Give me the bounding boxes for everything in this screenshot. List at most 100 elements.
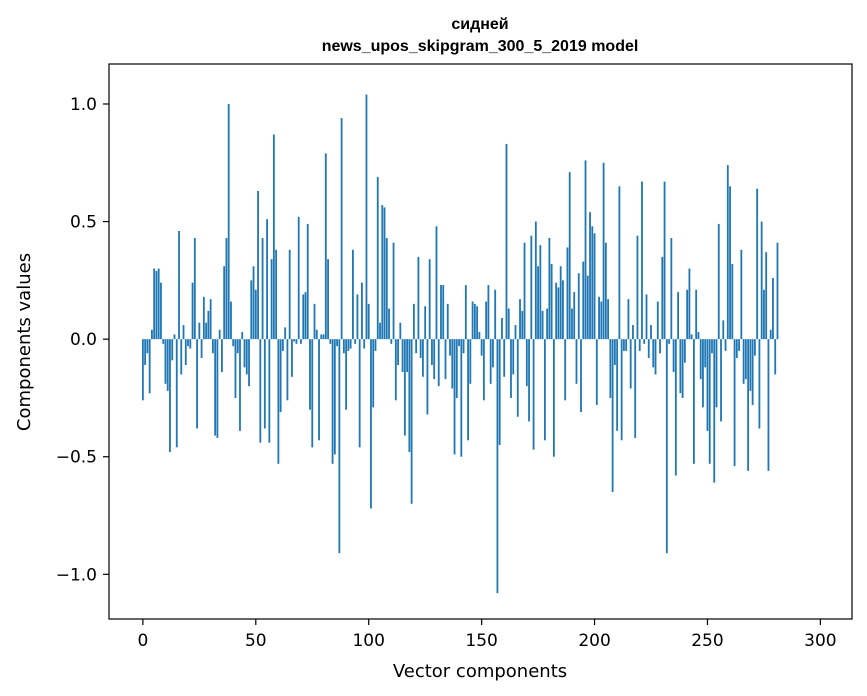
bar-180 (548, 238, 551, 340)
bar-19 (184, 339, 187, 366)
bar-30 (209, 299, 212, 340)
bar-240 (683, 339, 686, 363)
bar-273 (758, 339, 761, 429)
bar-248 (702, 339, 704, 408)
bar-41 (234, 339, 237, 398)
bar-40 (232, 339, 235, 347)
x-tick-label: 200 (578, 631, 610, 651)
bar-188 (566, 247, 569, 340)
bar-77 (315, 329, 318, 340)
bar-146 (471, 301, 474, 340)
bar-166 (516, 339, 519, 417)
bars-group (141, 94, 779, 594)
bar-243 (690, 334, 693, 340)
bar-12 (169, 339, 171, 453)
bar-175 (537, 266, 539, 340)
bar-162 (507, 308, 510, 340)
bar-201 (595, 339, 598, 405)
bar-44 (241, 332, 244, 340)
bar-91 (347, 339, 350, 351)
bar-225 (650, 325, 652, 340)
bar-65 (288, 249, 291, 340)
bar-130 (435, 226, 438, 340)
bar-3 (148, 339, 151, 394)
bar-145 (469, 339, 472, 384)
bar-234 (670, 238, 673, 340)
bar-73 (306, 223, 309, 340)
bar-51 (257, 190, 259, 340)
bar-43 (239, 339, 241, 431)
bar-31 (211, 339, 214, 354)
bar-157 (496, 339, 499, 594)
bar-128 (431, 339, 433, 366)
bar-210 (616, 339, 619, 431)
bar-160 (503, 339, 506, 377)
bar-11 (166, 339, 169, 391)
bar-112 (394, 339, 397, 401)
bar-98 (363, 339, 366, 349)
bar-64 (286, 339, 289, 401)
x-tick-label: 250 (691, 631, 723, 651)
bar-222 (643, 339, 646, 344)
bar-127 (428, 259, 431, 340)
bar-200 (593, 233, 596, 340)
bar-90 (345, 339, 348, 410)
bar-17 (180, 339, 183, 375)
bar-264 (738, 339, 740, 351)
bar-237 (677, 292, 680, 340)
bar-56 (268, 339, 271, 443)
bar-55 (266, 219, 268, 340)
bar-199 (591, 226, 594, 340)
bar-27 (202, 296, 205, 340)
bar-50 (254, 289, 257, 340)
bar-61 (279, 339, 282, 413)
bar-81 (324, 153, 327, 340)
bar-26 (200, 339, 203, 358)
bar-246 (697, 332, 700, 340)
bar-232 (665, 339, 668, 554)
bar-84 (331, 339, 334, 464)
bar-215 (627, 299, 630, 340)
bar-103 (374, 339, 377, 351)
bar-106 (381, 205, 384, 340)
bar-213 (623, 339, 625, 351)
bar-235 (672, 339, 675, 373)
y-tick-label: 0.0 (70, 330, 97, 350)
bar-53 (261, 238, 264, 340)
bar-172 (530, 235, 533, 340)
bar-266 (742, 339, 745, 384)
bar-181 (550, 263, 553, 340)
bar-177 (541, 310, 544, 340)
bar-99 (365, 94, 368, 340)
bar-228 (656, 301, 659, 340)
bar-249 (704, 339, 707, 368)
bar-179 (546, 308, 549, 340)
bar-221 (641, 181, 643, 340)
bar-76 (313, 303, 316, 340)
bar-193 (577, 273, 580, 340)
bar-140 (458, 339, 460, 347)
bar-155 (492, 339, 494, 368)
bar-20 (187, 339, 189, 347)
bar-171 (528, 339, 530, 422)
bar-21 (189, 339, 192, 349)
bar-150 (480, 339, 483, 356)
bar-185 (559, 266, 562, 340)
bar-206 (607, 299, 609, 340)
bar-34 (218, 329, 221, 340)
bar-24 (196, 339, 198, 429)
bar-35 (221, 339, 223, 373)
bar-78 (318, 339, 320, 441)
bar-10 (164, 339, 167, 384)
bar-5 (153, 268, 156, 340)
bar-82 (327, 259, 329, 340)
bar-149 (478, 332, 481, 340)
bar-136 (449, 339, 451, 356)
bar-226 (652, 339, 655, 368)
bar-101 (370, 339, 372, 509)
bar-268 (747, 339, 750, 471)
bar-104 (376, 176, 379, 340)
bar-204 (602, 162, 605, 340)
bar-105 (379, 322, 381, 340)
bar-231 (663, 181, 666, 340)
